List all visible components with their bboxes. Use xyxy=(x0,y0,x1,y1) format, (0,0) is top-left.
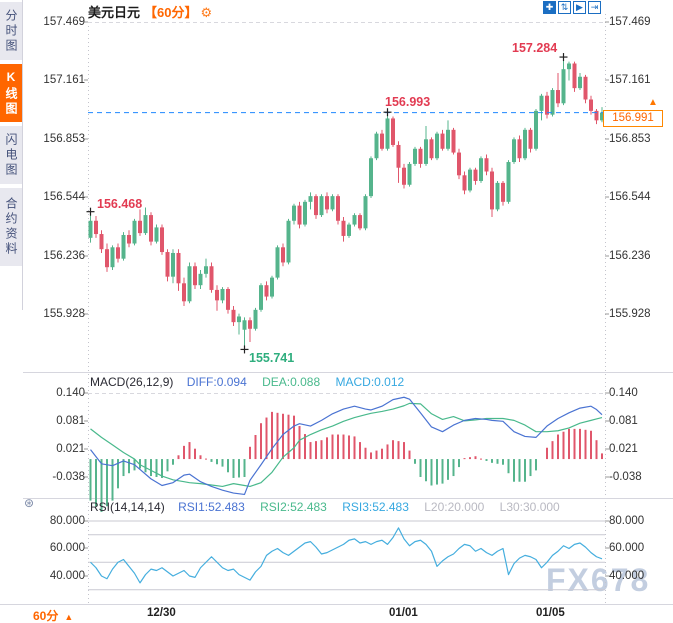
sidebar-tab-label: 闪电图 xyxy=(4,132,18,178)
chart-title: 美元日元 【60分】 ⚙ xyxy=(88,2,212,21)
macd-tick-label: 0.140 xyxy=(609,387,638,399)
date-tick-label: 01/01 xyxy=(389,607,418,619)
auto-scale-icon[interactable]: ▶ xyxy=(573,1,586,14)
rsi-l30-value: L30:30.000 xyxy=(499,500,560,514)
chart-toolbar: ✚ ⇅ ▶ ⇥ xyxy=(543,1,601,14)
rsi3-value: RSI3:52.483 xyxy=(342,500,409,514)
swing-high-label: 157.284 xyxy=(512,41,558,55)
chevron-up-icon: ▲ xyxy=(64,612,74,622)
price-tick-label: 156.544 xyxy=(43,191,85,203)
price-up-arrow-icon: ▲ xyxy=(648,97,658,108)
axis-zoom-icon[interactable]: ⇅ xyxy=(558,1,571,14)
price-tick-label: 156.853 xyxy=(43,133,85,145)
price-tick-label: 157.469 xyxy=(43,16,85,28)
macd-macd-value: MACD:0.012 xyxy=(335,375,405,389)
rsi-header: RSI(14,14,14) RSI1:52.483 RSI2:52.483 RS… xyxy=(90,500,560,514)
price-tick-label: 155.928 xyxy=(609,308,651,320)
sidebar-tab-label: 分时图 xyxy=(4,8,18,54)
rsi-l20-value: L20:20.000 xyxy=(424,500,485,514)
price-tick-label: 156.544 xyxy=(609,191,651,203)
price-tick-label: 155.928 xyxy=(43,308,85,320)
macd-tick-label: -0.038 xyxy=(52,471,85,483)
swing-low-label: 155.741 xyxy=(249,351,295,365)
rsi-name[interactable]: RSI(14,14,14) xyxy=(90,500,165,514)
date-tick-label: 12/30 xyxy=(147,607,176,619)
price-tick-label: 156.236 xyxy=(609,250,651,262)
sidebar-tab-timeline[interactable]: 分时图 xyxy=(0,2,22,60)
macd-tick-label: 0.081 xyxy=(56,415,85,427)
rsi-tick-label: 60.000 xyxy=(49,542,85,554)
macd-dea-value: DEA:0.088 xyxy=(262,375,321,389)
price-tick-label: 157.469 xyxy=(609,16,651,28)
sidebar-tab-kline[interactable]: K线图 xyxy=(0,64,22,122)
macd-tick-label: -0.038 xyxy=(609,471,642,483)
rsi-tick-label: 80.000 xyxy=(609,515,645,527)
swing-high-label: 156.993 xyxy=(385,95,431,109)
macd-tick-label: 0.021 xyxy=(56,443,85,455)
rsi-tick-label: 60.000 xyxy=(609,542,645,554)
sidebar: 分时图 K线图 闪电图 合约资料 xyxy=(0,0,23,310)
rsi-tick-label: 80.000 xyxy=(49,515,85,527)
macd-name[interactable]: MACD(26,12,9) xyxy=(90,375,174,389)
sidebar-tab-label: K线图 xyxy=(4,69,18,117)
last-price-badge: 156.991 xyxy=(603,110,663,127)
price-tick-label: 157.161 xyxy=(43,74,85,86)
period-label: 60分 xyxy=(33,609,59,623)
swing-high-label: 156.468 xyxy=(97,197,143,211)
macd-tick-label: 0.021 xyxy=(609,443,638,455)
scroll-right-icon[interactable]: ⇥ xyxy=(588,1,601,14)
rsi2-value: RSI2:52.483 xyxy=(260,500,327,514)
symbol-name: 美元日元 xyxy=(88,5,141,20)
period-selector[interactable]: 60分 ▲ xyxy=(33,607,73,623)
rsi1-value: RSI1:52.483 xyxy=(178,500,245,514)
rsi-tick-label: 40.000 xyxy=(49,570,85,582)
macd-tick-label: 0.140 xyxy=(56,387,85,399)
price-tick-label: 156.853 xyxy=(609,133,651,145)
gear-icon[interactable]: ⚙ xyxy=(200,5,213,20)
price-tick-label: 156.236 xyxy=(43,250,85,262)
macd-diff-value: DIFF:0.094 xyxy=(186,375,247,389)
indicator-settings-icon[interactable]: ⊛ xyxy=(24,496,35,510)
crosshair-icon[interactable]: ✚ xyxy=(543,1,556,14)
watermark: FX678 xyxy=(546,562,651,598)
sidebar-tab-label: 合约资料 xyxy=(4,197,18,257)
date-tick-label: 01/05 xyxy=(536,607,565,619)
sidebar-tab-contract-info[interactable]: 合约资料 xyxy=(0,188,22,266)
time-axis: 60分 ▲ 12/30 01/01 01/05 xyxy=(0,605,673,623)
price-tick-label: 157.161 xyxy=(609,74,651,86)
rsi-tick-label: 40.000 xyxy=(609,570,645,582)
sidebar-tab-lightning[interactable]: 闪电图 xyxy=(0,126,22,184)
macd-tick-label: 0.081 xyxy=(609,415,638,427)
macd-header: MACD(26,12,9) DIFF:0.094 DEA:0.088 MACD:… xyxy=(90,375,404,389)
period-tag: 【60分】 xyxy=(144,5,198,20)
